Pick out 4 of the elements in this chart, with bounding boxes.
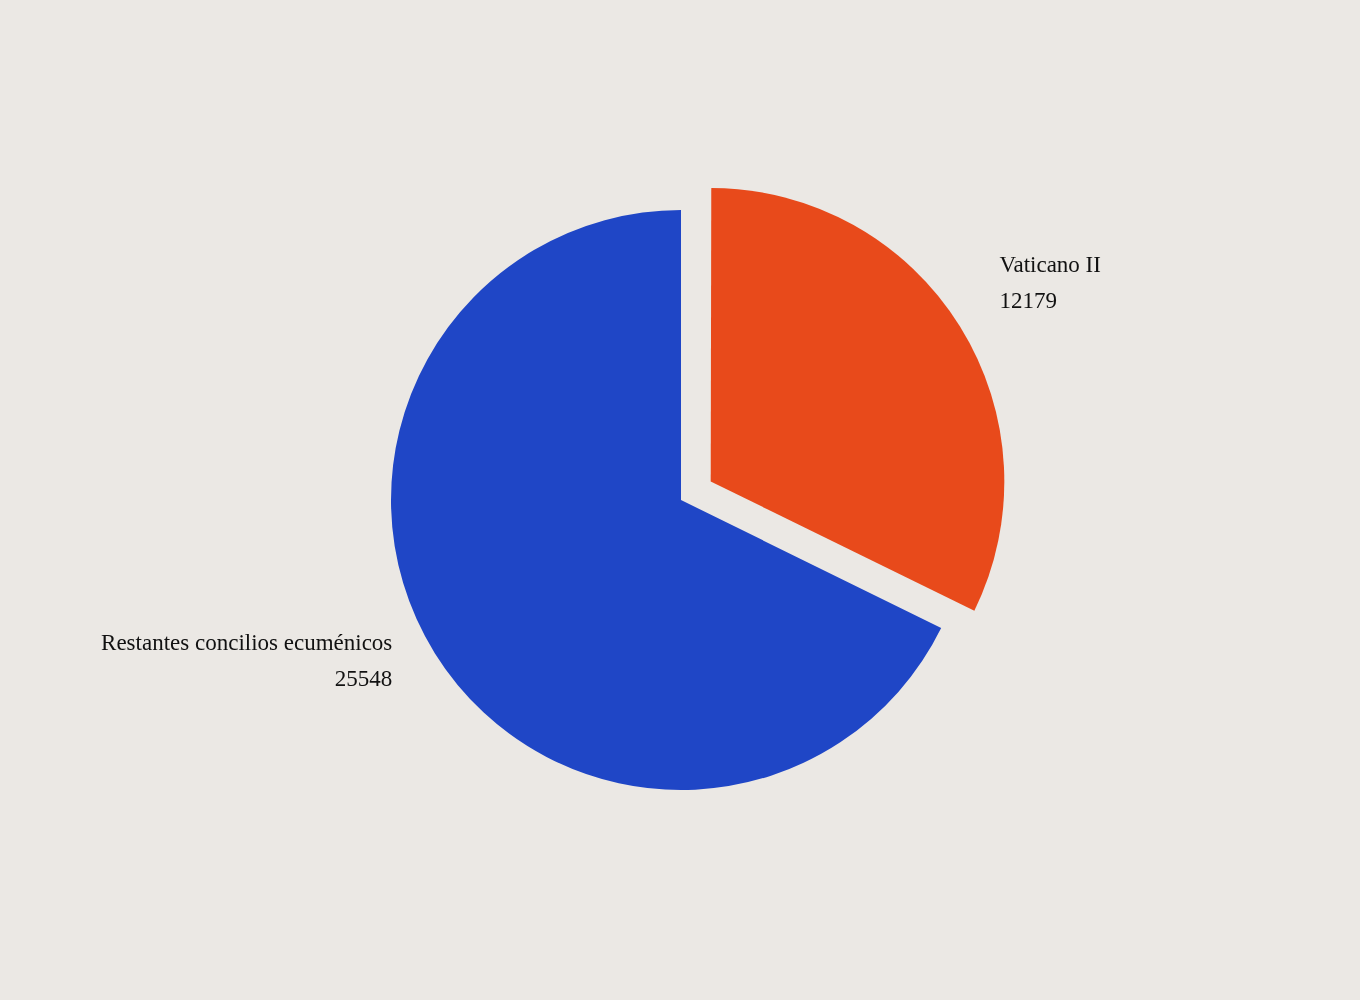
data-label: 25548 <box>334 665 393 691</box>
slice-label: Vaticano II <box>999 251 1101 277</box>
slice-label: Restantes concilios ecuménicos <box>101 629 393 655</box>
data-label: 12179 <box>999 287 1057 313</box>
